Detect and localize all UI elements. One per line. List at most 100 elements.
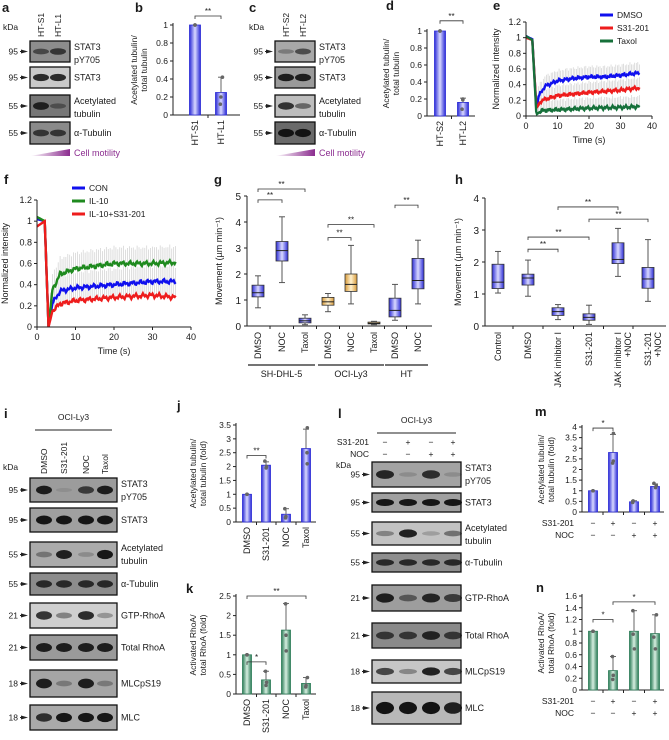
protein-label: STAT3 [121, 515, 148, 525]
significance-bracket [246, 661, 267, 665]
y-tick-label: 1.6 [565, 591, 577, 601]
significance-bracket [592, 619, 614, 623]
blot-band [36, 643, 52, 652]
x-category-label: DMSO [390, 332, 400, 359]
y-tick-label: 0.4 [565, 662, 577, 672]
blot-band [78, 643, 94, 652]
bar-1 [261, 464, 271, 523]
x-category-label: JAK inhibitor I [613, 332, 623, 388]
blot-band [278, 128, 294, 138]
significance-label: * [255, 653, 258, 662]
condition-sign: + [611, 696, 616, 706]
significance-bracket [246, 595, 307, 599]
blot-band [399, 529, 417, 538]
y-axis-label: total RhoA (fold) [546, 612, 556, 673]
blot-band [422, 498, 440, 507]
blot-band [376, 667, 394, 676]
blot-band [36, 580, 52, 588]
replicate-point [193, 23, 197, 27]
condition-sign: + [632, 530, 637, 540]
blot-band [422, 631, 440, 640]
protein-label: STAT3 [74, 42, 101, 52]
condition-label: NOC [350, 449, 369, 459]
panel-label-g: g [214, 172, 222, 187]
x-category-label: Taxol [301, 699, 311, 720]
condition-label: S31-201 [542, 696, 574, 706]
blot-band [97, 680, 113, 687]
significance-label: ** [448, 12, 454, 21]
significance-label: ** [348, 216, 354, 225]
protein-label: tubulin [465, 536, 492, 546]
significance-bracket [327, 237, 352, 241]
condition-sign: − [383, 437, 388, 447]
replicate-point [305, 675, 310, 680]
blot-band [33, 102, 49, 110]
protein-label: Total RhoA [121, 643, 165, 653]
condition-sign: − [632, 518, 637, 528]
y-tick-label: 2.5 [219, 448, 231, 458]
y-tick-label: 0.2 [508, 95, 521, 105]
blot-band [50, 48, 66, 55]
molecular-weight: 18 [9, 679, 19, 689]
molecular-weight: 95 [254, 47, 264, 57]
y-tick-label: 0 [235, 322, 241, 333]
y-axis-label: total tubulin (fold) [546, 437, 556, 502]
replicate-point [305, 450, 309, 455]
y-tick-label: 1.5 [219, 630, 231, 640]
replicate-point [263, 669, 268, 674]
y-tick-label: 5 [235, 192, 241, 203]
replicate-point [654, 613, 659, 617]
x-category-label: Taxol [369, 332, 379, 353]
blot-band [78, 712, 94, 723]
series-line-il-10-s31-201 [36, 219, 177, 328]
replicate-point [461, 98, 465, 102]
blot-band [444, 702, 462, 714]
protein-label: GTP-RhoA [465, 593, 509, 603]
box-1 [275, 241, 289, 262]
replicate-point [610, 677, 615, 682]
condition-sign: + [451, 449, 456, 459]
blot-band [399, 559, 417, 566]
series-line-il-10 [36, 215, 177, 328]
x-category-label: S31-201 [584, 332, 594, 366]
blot-band [78, 515, 94, 525]
panel-label-k: k [186, 581, 194, 596]
blot-band [278, 73, 294, 82]
blot-band [97, 549, 113, 560]
significance-bracket [557, 206, 619, 210]
blot-band [399, 472, 417, 477]
y-tick-label: 3 [572, 443, 577, 453]
blot-band [376, 631, 394, 640]
significance-label: ** [540, 240, 546, 249]
replicate-point [219, 95, 223, 99]
kda-label: kDa [3, 462, 18, 472]
box-0 [491, 263, 505, 289]
molecular-weight: 21 [351, 631, 361, 641]
replicate-point [438, 29, 442, 33]
molecular-weight: 55 [351, 529, 361, 539]
blot-band [444, 559, 462, 566]
protein-label: pY705 [121, 492, 147, 502]
molecular-weight: 95 [9, 47, 19, 57]
x-category-label: S31-201 [261, 527, 271, 561]
significance-bracket [592, 427, 614, 432]
y-tick-label: 3.5 [565, 433, 577, 443]
protein-label: α-Tubulin [319, 128, 356, 138]
significance-bracket [439, 20, 464, 24]
protein-label: α-Tubulin [121, 579, 158, 589]
condition-sign: + [653, 530, 658, 540]
blot-band [295, 48, 311, 55]
replicate-point [653, 485, 658, 490]
x-category-label: S31-201 [261, 699, 271, 733]
blot--tubulin [29, 572, 118, 596]
replicate-point [263, 459, 267, 463]
x-tick-label: 40 [186, 332, 196, 342]
condition-sign: − [591, 708, 596, 718]
y-tick-label: 0 [226, 689, 231, 699]
blot-band [36, 678, 52, 689]
blot-band [422, 470, 440, 479]
molecular-weight: 55 [9, 579, 19, 589]
group-label: OCI-Ly3 [334, 369, 367, 379]
protein-label: tubulin [74, 109, 101, 119]
blot-band [50, 103, 66, 109]
